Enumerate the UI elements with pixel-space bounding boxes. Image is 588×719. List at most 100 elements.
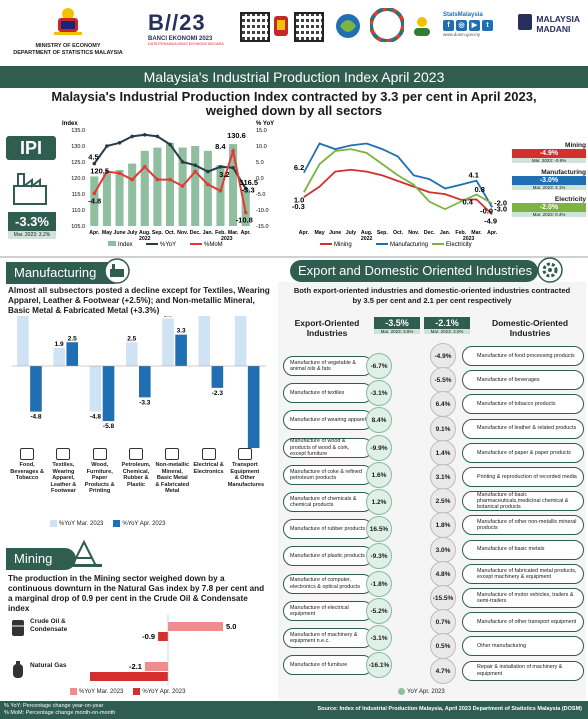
- legend-label: Mining: [334, 242, 352, 248]
- domestic-col-head: Domestic-Oriented Industries: [491, 318, 569, 338]
- mar-data-label: 5.0: [164, 316, 173, 319]
- youtube-icon[interactable]: ▶: [469, 20, 480, 31]
- export-industry-value: -6.7%: [366, 353, 392, 379]
- category-label: Petroleum, Chemical, Rubber & Plastic: [121, 462, 151, 488]
- manufacturing-legend: %YoY Mar. 2023 %YoY Apr. 2023: [50, 520, 165, 527]
- domestic-industry-value: 0.7%: [430, 609, 456, 636]
- year-label: 2023: [463, 236, 475, 242]
- oil-rig-icon: [66, 539, 102, 567]
- domestic-industry-label: Repair & installation of machinery & equ…: [462, 660, 584, 681]
- gas-tank-icon: [13, 661, 23, 678]
- mar-bar: [89, 366, 102, 412]
- banci-logo: B//23 BANCI EKONOMI 2023 DATA PENANDA AR…: [148, 10, 233, 58]
- mom-point: [130, 177, 134, 182]
- export-industry-label: Manufacture of wood & products of wood &…: [283, 437, 373, 458]
- top-header: MINISTRY OF ECONOMY DEPARTMENT OF STATIS…: [0, 0, 588, 66]
- manufacturing-category: Electrical & Electronics: [191, 448, 225, 475]
- domestic-industry-label: Manufacture of food processing products: [462, 346, 584, 366]
- y-axis-label-left: Index: [62, 121, 78, 127]
- yoy-point: [180, 160, 185, 164]
- x-tick-label: Apr.: [241, 230, 252, 236]
- year-label: 2022: [139, 236, 151, 242]
- export-industry-value: 16.5%: [366, 516, 392, 543]
- mom-point: [218, 189, 223, 193]
- x-tick-label: Mar.: [471, 230, 482, 236]
- manufacturing-badge-value: -3.0%: [512, 176, 586, 185]
- data-label: -0.3: [292, 202, 305, 211]
- y-tick-right: 0.0: [256, 176, 264, 182]
- mar-bar: [125, 342, 138, 366]
- madani-text: MALAYSIA MADANI: [536, 14, 580, 34]
- export-industry-label: Manufacture of machinery & equipment n.e…: [283, 628, 373, 648]
- apr-bar: [158, 632, 168, 641]
- website[interactable]: www.dosm.gov.my: [443, 32, 481, 37]
- manufacturing-badge-prev: Mar. 2023: 4.1%: [512, 185, 586, 190]
- export-total-prev: Mar. 2023: 3.6%: [374, 329, 420, 334]
- index-bar: [191, 146, 200, 226]
- manufacturing-badge-name: Manufacturing: [541, 169, 586, 176]
- domestic-industry-label: Manufacture of basic pharmaceuticals,med…: [462, 491, 584, 512]
- twitter-icon[interactable]: t: [482, 20, 493, 31]
- apr-data-label: 3.3: [177, 328, 186, 335]
- manufacturing-text: Almost all subsectors posted a decline e…: [8, 286, 270, 315]
- data-label: 130.6: [227, 131, 246, 140]
- export-industry-label: Manufacture of wearing apparel: [283, 410, 373, 431]
- x-tick-label: Apr.: [299, 230, 310, 236]
- brand-swirl-icon: [336, 14, 360, 38]
- mom-point: [117, 171, 122, 175]
- data-label: -2.0: [494, 199, 507, 208]
- mom-point: [142, 165, 147, 169]
- mining-badge-prev: Mar. 2023: -0.9%: [512, 158, 586, 163]
- x-tick-label: June: [329, 230, 341, 236]
- index-bar: [128, 163, 137, 226]
- category-label: Wood, Furniture, Paper Products & Printi…: [84, 462, 115, 494]
- x-tick-label: May: [102, 230, 112, 236]
- export-industry-label: Manufacture of electrical equipment: [283, 600, 373, 621]
- legend-yoy: YoY Apr. 2023: [398, 688, 445, 695]
- category-label: Transport Equipment & Other Manufactures: [227, 462, 265, 488]
- apr-bar: [139, 366, 151, 398]
- mom-point: [206, 182, 210, 187]
- y-tick-left: 120.0: [71, 176, 85, 182]
- export-head: Export and Domestic Oriented Industries: [290, 260, 538, 282]
- apr-bar: [30, 366, 42, 412]
- x-tick-label: Feb.: [455, 230, 466, 236]
- mining-line: [303, 168, 493, 216]
- domestic-industry-label: Manufacture of paper & paper products: [462, 442, 584, 463]
- export-industry-label: Manufacture of textiles: [283, 383, 373, 404]
- x-tick-label: July: [346, 230, 356, 236]
- ministry-block: MINISTRY OF ECONOMY DEPARTMENT OF STATIS…: [8, 4, 128, 56]
- category-icon: [165, 448, 180, 460]
- mar-data-label: -4.8: [90, 414, 102, 421]
- factory-icon: [13, 173, 47, 205]
- yoy-point: [168, 142, 172, 147]
- category-label: Electrical & Electronics: [193, 462, 224, 475]
- category-icon: [128, 448, 143, 460]
- mining-chart: 5.0-0.9-2.1-7.8: [90, 614, 236, 686]
- x-tick-label: June: [113, 230, 125, 236]
- domestic-total: -2.1% Mar. 2023: 3.0%: [424, 317, 470, 334]
- mom-point: [105, 169, 109, 174]
- year-label: 2023: [221, 236, 233, 242]
- domestic-total-prev: Mar. 2023: 3.0%: [424, 329, 470, 334]
- domestic-industry-label: Manufacture of other transport equipment: [462, 612, 584, 633]
- x-tick-label: Apr.: [89, 230, 100, 236]
- y-tick-right: -15.0: [256, 224, 269, 230]
- instagram-icon[interactable]: ◎: [456, 20, 467, 31]
- mar-bar: [17, 316, 29, 366]
- yoy-point: [231, 165, 235, 170]
- x-tick-label: Jan.: [440, 230, 451, 236]
- domestic-industry-value: 4.8%: [430, 560, 456, 587]
- ipi-badge: -3.3% Mar. 2023: 3.2%: [8, 212, 56, 239]
- year-label: 2022: [361, 236, 373, 242]
- apr-bar: [66, 342, 79, 366]
- data-label: -0.9: [480, 206, 493, 215]
- x-tick-label: Feb.: [215, 230, 226, 236]
- x-tick-label: Dec.: [190, 230, 202, 236]
- sector-yoy-chart: 6.2 1.0-0.3 4.1 0.80.4 -0.9-2.0-3.0 -4.9 Apr. M…: [292, 142, 507, 248]
- facebook-icon[interactable]: f: [443, 20, 454, 31]
- domestic-industry-value: 9.1%: [430, 415, 456, 442]
- madani-logo: MALAYSIA MADANI: [518, 14, 584, 34]
- x-tick-label: Nov.: [408, 230, 419, 236]
- data-label: 8.4: [215, 142, 226, 151]
